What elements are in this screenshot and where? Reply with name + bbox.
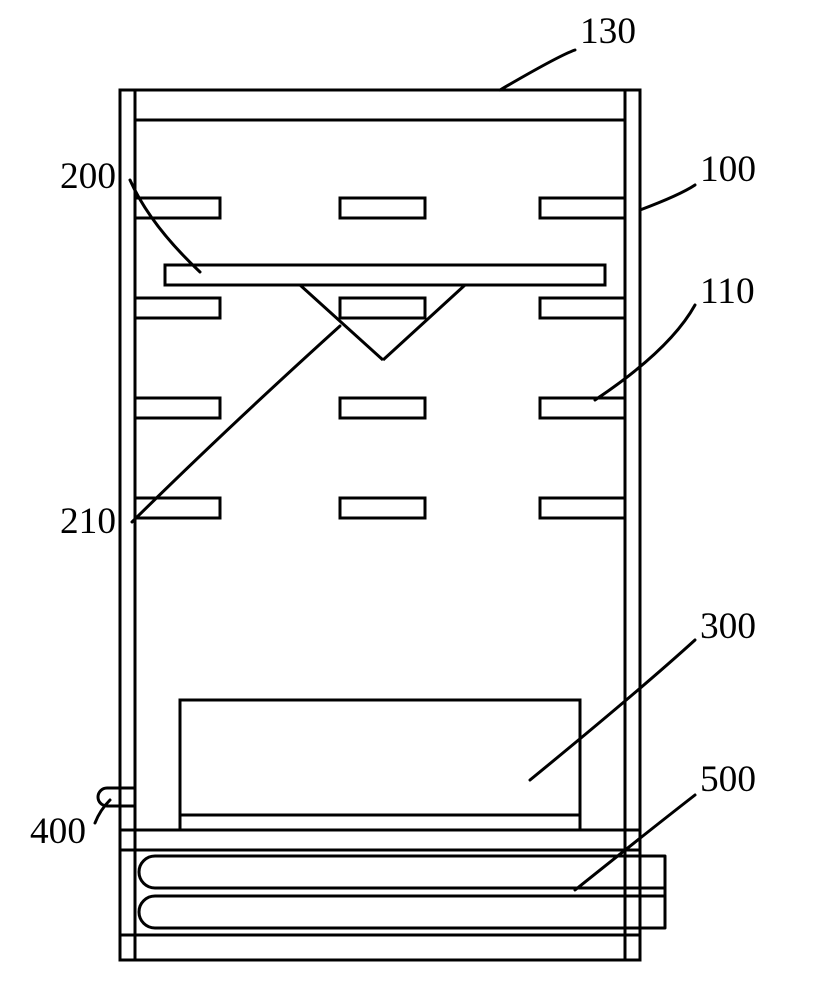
label-500: 500: [700, 758, 756, 801]
label-200: 200: [60, 155, 116, 198]
label-210: 210: [60, 500, 116, 543]
label-400: 400: [30, 810, 86, 853]
diagram-stage: 130 200 100 110 210 300 400 500: [0, 0, 821, 1000]
label-100: 100: [700, 148, 756, 191]
label-130: 130: [580, 10, 636, 53]
label-110: 110: [700, 270, 755, 313]
diagram-svg: [0, 0, 821, 1000]
label-300: 300: [700, 605, 756, 648]
